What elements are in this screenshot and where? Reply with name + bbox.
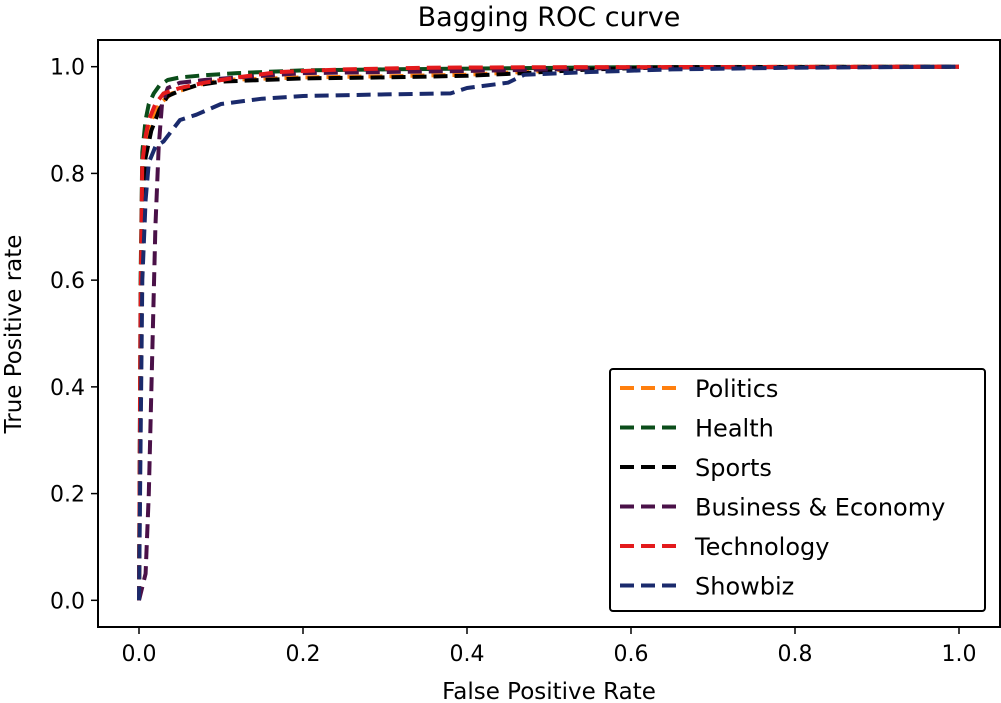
legend-label: Technology (694, 533, 829, 561)
x-tick-label: 0.4 (450, 642, 485, 667)
series-line-technology (137, 64, 960, 601)
y-tick-label: 0.0 (50, 589, 85, 614)
y-tick-label: 0.2 (50, 483, 85, 508)
x-tick-label: 0.0 (122, 642, 157, 667)
x-tick-label: 0.8 (778, 642, 813, 667)
legend-box (609, 368, 986, 612)
legend: Politics Health Sports Business & Economy Te… (609, 368, 986, 612)
chart-title: Bagging ROC curve (418, 2, 681, 33)
y-tick-label: 0.8 (50, 162, 85, 187)
y-axis-ticks: 0.0 0.2 0.4 0.6 0.8 1.0 (50, 56, 98, 614)
plot-area (137, 64, 960, 601)
y-tick-label: 1.0 (50, 56, 85, 81)
y-tick-label: 0.6 (50, 269, 85, 294)
y-axis-label: True Positive rate (1, 235, 27, 435)
series-line-showbiz (137, 64, 960, 601)
legend-label: Showbiz (695, 573, 794, 601)
x-axis-ticks: 0.0 0.2 0.4 0.6 0.8 1.0 (122, 627, 977, 667)
x-tick-label: 0.2 (286, 642, 321, 667)
x-axis-label: False Positive Rate (442, 679, 656, 703)
legend-label: Health (695, 415, 774, 443)
legend-label: Business & Economy (695, 494, 945, 522)
plot-frame (97, 39, 1001, 628)
legend-label: Sports (695, 454, 772, 482)
x-tick-label: 0.6 (614, 642, 649, 667)
legend-label: Politics (695, 375, 778, 403)
y-tick-label: 0.4 (50, 376, 85, 401)
x-tick-label: 1.0 (942, 642, 977, 667)
series-line-business-economy (137, 64, 960, 601)
